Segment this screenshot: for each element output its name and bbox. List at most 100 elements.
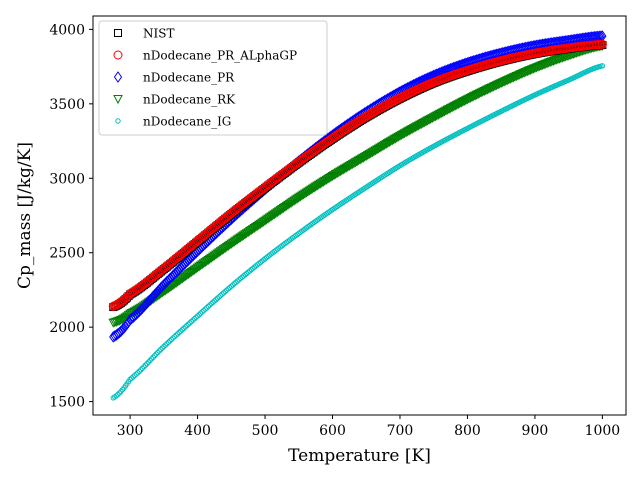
data-point xyxy=(194,313,201,319)
data-point xyxy=(224,287,230,293)
legend: NIST nDodecane_PR_ALphaGP nDodecane_PR nDod… xyxy=(98,20,328,136)
plot-frame xyxy=(92,15,627,416)
data-point xyxy=(275,171,285,181)
data-point xyxy=(298,154,308,164)
data-point xyxy=(332,130,342,140)
data-point xyxy=(144,360,150,367)
data-point xyxy=(182,324,189,330)
legend-item: nDodecane_PR_ALphaGP xyxy=(113,49,297,63)
data-point xyxy=(176,329,182,336)
data-point xyxy=(219,291,225,297)
data-point xyxy=(121,293,131,303)
data-point xyxy=(162,342,169,348)
legend-label: nDodecane_IG xyxy=(143,115,231,129)
series-nDodecane_PR_ALphaGP xyxy=(108,39,607,311)
data-point xyxy=(312,144,322,154)
data-point xyxy=(340,125,350,135)
data-point xyxy=(338,126,348,136)
data-point xyxy=(289,160,299,170)
y-axis-title: Cp_mass [J/kg/K] xyxy=(15,142,35,289)
legend-marker xyxy=(115,118,121,124)
x-tick-label: 900 xyxy=(522,423,549,439)
data-point xyxy=(315,142,325,152)
y-tick-label: 3500 xyxy=(49,97,85,113)
legend-label: nDodecane_RK xyxy=(143,93,236,107)
data-point xyxy=(145,359,152,365)
legend-item: nDodecane_PR xyxy=(113,71,235,85)
data-point xyxy=(170,335,176,341)
data-point xyxy=(161,343,167,350)
data-point xyxy=(197,310,204,316)
data-point xyxy=(334,129,344,139)
data-point xyxy=(225,286,231,292)
data-point xyxy=(158,346,164,353)
data-point xyxy=(173,332,179,338)
data-point xyxy=(291,159,301,169)
data-point xyxy=(308,147,318,157)
legend-marker xyxy=(114,29,122,37)
data-point xyxy=(191,316,198,322)
data-point xyxy=(165,339,172,345)
data-point xyxy=(295,156,305,166)
data-point xyxy=(300,152,310,162)
x-tick-label: 700 xyxy=(387,423,414,439)
x-tick-label: 800 xyxy=(454,423,481,439)
data-point xyxy=(210,299,216,305)
legend-marker xyxy=(113,71,123,83)
data-point xyxy=(128,287,138,297)
legend-item: nDodecane_IG xyxy=(115,115,231,129)
data-point xyxy=(134,283,144,293)
legend-label: nDodecane_PR xyxy=(143,71,235,85)
legend-box xyxy=(98,20,328,136)
data-point xyxy=(222,288,228,295)
y-tick-label: 2000 xyxy=(49,320,85,336)
x-tick-label: 300 xyxy=(117,423,144,439)
data-point xyxy=(136,368,143,374)
y-tick-label: 1500 xyxy=(49,395,85,411)
data-point xyxy=(214,295,221,301)
data-point xyxy=(331,131,341,141)
legend-item: nDodecane_RK xyxy=(113,93,236,107)
data-point xyxy=(216,294,222,300)
data-point xyxy=(156,348,162,354)
data-point xyxy=(187,320,193,326)
data-point xyxy=(274,172,284,182)
data-point xyxy=(292,158,302,168)
data-point xyxy=(208,300,215,307)
legend-marker xyxy=(113,95,123,105)
data-point xyxy=(278,168,288,178)
legend-items: NIST nDodecane_PR_ALphaGP nDodecane_PR nDod… xyxy=(113,27,297,129)
data-point xyxy=(139,365,146,372)
data-point xyxy=(151,352,158,359)
data-point xyxy=(277,169,287,179)
data-point xyxy=(130,374,136,380)
legend-label: NIST xyxy=(143,27,174,41)
data-point xyxy=(135,370,141,376)
data-point xyxy=(317,140,327,150)
data-point xyxy=(323,136,333,146)
data-point xyxy=(309,146,319,156)
data-point xyxy=(306,148,316,158)
data-point xyxy=(288,161,298,171)
data-point xyxy=(320,138,330,148)
x-axis-title: Temperature [K] xyxy=(288,446,431,466)
x-tick-label: 600 xyxy=(319,423,346,439)
legend-item: NIST xyxy=(114,27,174,41)
data-point xyxy=(167,338,173,344)
data-point xyxy=(196,311,202,318)
data-point xyxy=(314,143,324,153)
data-point xyxy=(282,166,292,176)
data-point xyxy=(321,137,331,147)
data-point xyxy=(283,165,293,175)
x-tick-label: 500 xyxy=(252,423,279,439)
data-point xyxy=(285,164,295,174)
data-point xyxy=(159,345,166,351)
data-point xyxy=(337,127,347,137)
y-tick-label: 4000 xyxy=(49,22,85,38)
data-point xyxy=(205,303,212,310)
data-point xyxy=(132,372,138,379)
data-point xyxy=(305,149,315,159)
data-point xyxy=(318,139,328,149)
data-point xyxy=(201,307,207,314)
data-point xyxy=(131,285,141,295)
